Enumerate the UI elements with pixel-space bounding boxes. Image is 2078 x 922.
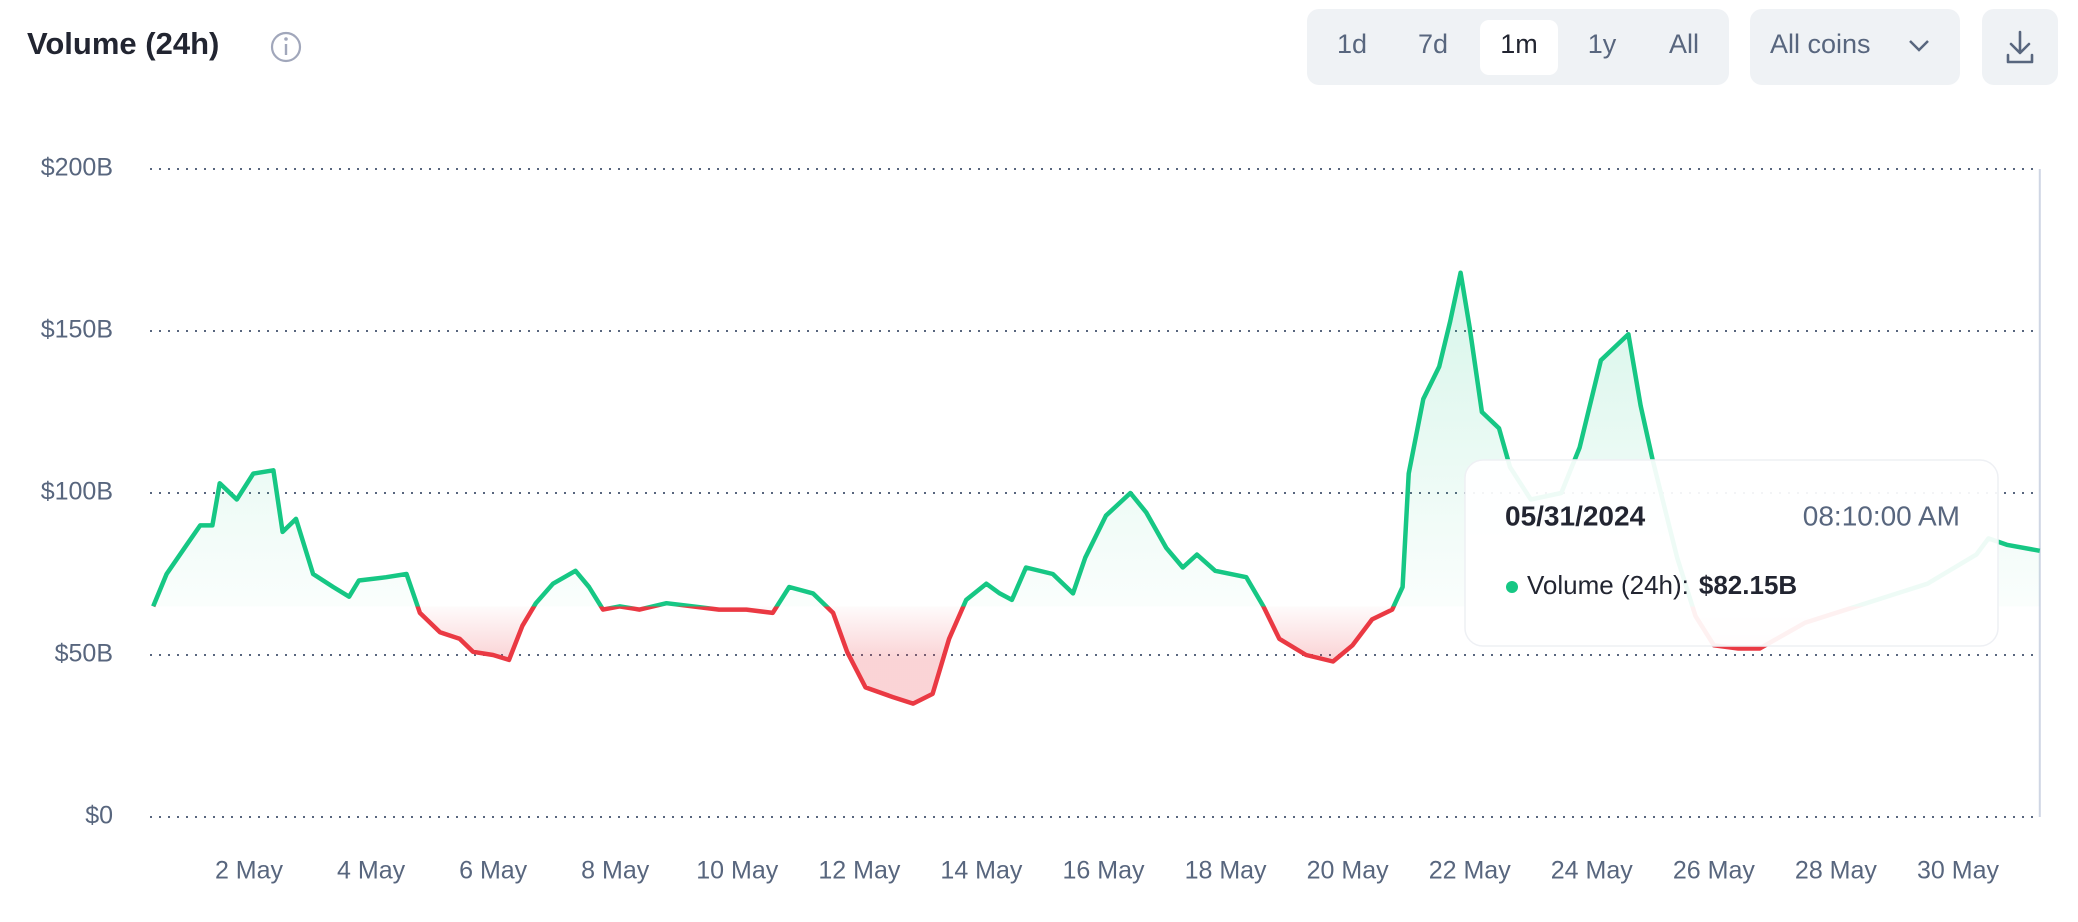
x-tick-label: 16 May	[1063, 857, 1145, 885]
tooltip-value: $82.15B	[1699, 570, 1797, 600]
range-button[interactable]: 7d	[1418, 29, 1448, 59]
x-tick-label: 6 May	[459, 857, 528, 885]
tooltip-dot	[1506, 581, 1518, 593]
range-button[interactable]: 1y	[1588, 29, 1617, 59]
x-tick-label: 20 May	[1307, 857, 1389, 885]
coin-filter[interactable]: All coins	[1750, 9, 1960, 85]
y-tick-label: $50B	[55, 640, 113, 668]
info-icon[interactable]	[270, 31, 302, 63]
chart-title: Volume (24h)	[27, 26, 219, 61]
download-button[interactable]	[1982, 9, 2058, 85]
tooltip-box	[1464, 459, 1999, 647]
range-button[interactable]: 1d	[1337, 29, 1367, 59]
tooltip-date: 05/31/2024	[1505, 500, 1646, 531]
x-tick-label: 30 May	[1917, 857, 1999, 885]
active-range-bg	[1480, 20, 1558, 75]
y-tick-label: $200B	[41, 154, 113, 182]
x-tick-label: 24 May	[1551, 857, 1633, 885]
x-tick-label: 18 May	[1185, 857, 1267, 885]
x-tick-label: 10 May	[696, 857, 778, 885]
x-tick-label: 2 May	[215, 857, 284, 885]
range-button[interactable]: All	[1669, 29, 1699, 59]
x-tick-label: 22 May	[1429, 857, 1511, 885]
y-tick-label: $0	[85, 802, 113, 830]
range-buttons: 1d 7d 1m 1y All	[1337, 20, 1699, 75]
x-tick-label: 12 May	[818, 857, 900, 885]
y-tick-label: $150B	[41, 316, 113, 344]
y-tick-label: $100B	[41, 478, 113, 506]
range-button[interactable]: 1m	[1500, 29, 1538, 59]
tooltip-time: 08:10:00 AM	[1803, 500, 1960, 531]
x-tick-label: 8 May	[581, 857, 650, 885]
line	[151, 270, 2041, 706]
x-tick-label: 26 May	[1673, 857, 1755, 885]
tooltip-label: Volume (24h):	[1527, 570, 1689, 600]
x-tick-label: 28 May	[1795, 857, 1877, 885]
x-tick-label: 4 May	[337, 857, 406, 885]
filter-label[interactable]: All coins	[1770, 29, 1871, 59]
x-tick-label: 14 May	[940, 857, 1022, 885]
